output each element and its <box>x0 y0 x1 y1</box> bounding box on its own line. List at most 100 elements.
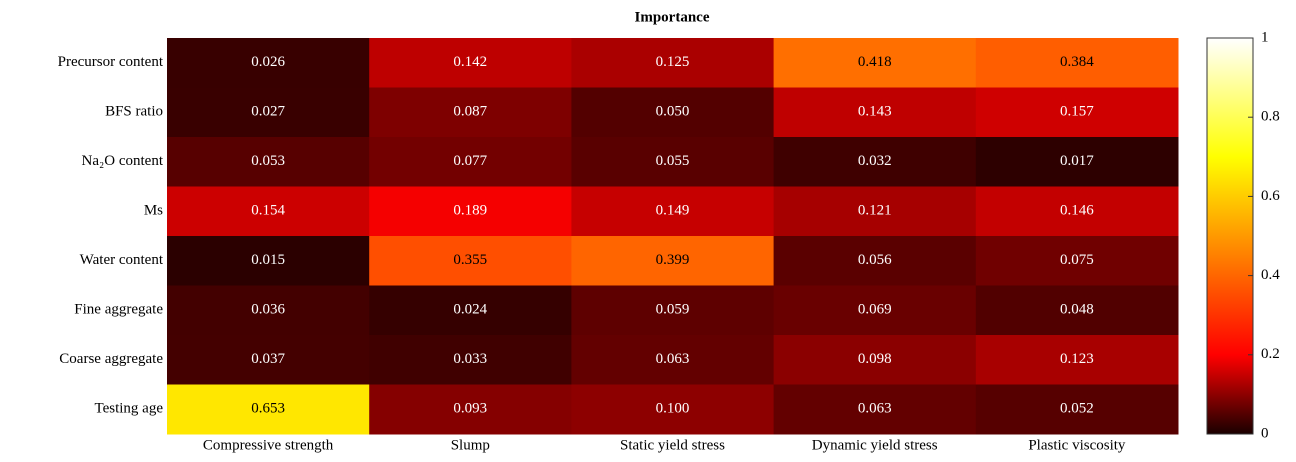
y-tick-label: Testing age <box>94 401 163 417</box>
y-tick-label: Precursor content <box>58 54 164 70</box>
heatmap-cell <box>167 186 370 237</box>
cell-label: 0.077 <box>453 153 487 169</box>
y-tick-label: Na₂O content <box>82 153 164 169</box>
cell-label: 0.154 <box>251 203 285 219</box>
cell-label: 0.053 <box>251 153 285 169</box>
cell-label: 0.098 <box>858 351 892 367</box>
heatmap-cell <box>369 87 572 138</box>
colorbar-tick-label: 0.4 <box>1261 267 1280 283</box>
cell-label: 0.087 <box>453 104 487 120</box>
cell-label: 0.146 <box>1060 203 1094 219</box>
x-tick-label: Static yield stress <box>620 437 725 453</box>
heatmap-cell <box>571 285 775 336</box>
cell-label: 0.032 <box>858 153 892 169</box>
y-tick-label: BFS ratio <box>105 104 163 120</box>
x-tick-label: Slump <box>451 437 490 453</box>
cell-label: 0.017 <box>1060 153 1094 169</box>
heatmap-cell <box>773 186 977 237</box>
heatmap-cell <box>571 335 775 385</box>
heatmap-cell <box>167 335 370 385</box>
heatmap-cell <box>975 87 1179 138</box>
cell-label: 0.075 <box>1060 252 1094 268</box>
heatmap-cell <box>773 87 977 138</box>
heatmap-cell <box>975 236 1179 286</box>
colorbar-tick-label: 1 <box>1261 29 1269 45</box>
cell-label: 0.027 <box>251 104 285 120</box>
heatmap-cell <box>773 137 977 187</box>
heatmap-cell <box>975 285 1179 336</box>
cell-label: 0.048 <box>1060 302 1094 318</box>
heatmap-cell <box>773 38 977 88</box>
colorbar-tick-label: 0.8 <box>1261 109 1280 125</box>
heatmap-cell <box>773 236 977 286</box>
cell-label: 0.055 <box>656 153 690 169</box>
cell-label: 0.384 <box>1060 54 1094 70</box>
heatmap-cell <box>369 236 572 286</box>
cell-label: 0.418 <box>858 54 892 70</box>
cell-label: 0.355 <box>453 252 487 268</box>
cell-label: 0.063 <box>858 401 892 417</box>
heatmap-cell <box>773 285 977 336</box>
heatmap-cell <box>167 236 370 286</box>
cell-label: 0.059 <box>656 302 690 318</box>
cell-label: 0.125 <box>656 54 690 70</box>
cell-label: 0.123 <box>1060 351 1094 367</box>
x-tick-label: Dynamic yield stress <box>812 437 938 453</box>
cell-label: 0.143 <box>858 104 892 120</box>
cell-label: 0.063 <box>656 351 690 367</box>
heatmap-cell <box>975 38 1179 88</box>
cell-label: 0.093 <box>453 401 487 417</box>
cell-label: 0.050 <box>656 104 690 120</box>
y-tick-label: Water content <box>80 252 164 268</box>
heatmap-cell <box>975 186 1179 237</box>
heatmap-cell <box>975 137 1179 187</box>
cell-label: 0.069 <box>858 302 892 318</box>
heatmap-cell <box>773 335 977 385</box>
cell-label: 0.399 <box>656 252 690 268</box>
heatmap-cell <box>571 87 775 138</box>
heatmap-cell <box>369 186 572 237</box>
cell-label: 0.149 <box>656 203 690 219</box>
chart-title: Importance <box>635 9 710 25</box>
y-tick-label: Fine aggregate <box>74 302 163 318</box>
cell-label: 0.157 <box>1060 104 1094 120</box>
cell-label: 0.189 <box>453 203 487 219</box>
cell-label: 0.033 <box>453 351 487 367</box>
x-tick-label: Compressive strength <box>203 437 334 453</box>
heatmap-cell <box>369 384 572 435</box>
cell-label: 0.026 <box>251 54 285 70</box>
heatmap-cell <box>571 236 775 286</box>
heatmap-cell <box>369 38 572 88</box>
cell-label: 0.653 <box>251 401 285 417</box>
heatmap-cell <box>773 384 977 435</box>
y-tick-label: Ms <box>144 203 163 219</box>
cell-label: 0.100 <box>656 401 690 417</box>
heatmap-cell <box>571 186 775 237</box>
cell-label: 0.121 <box>858 203 892 219</box>
heatmap-cell <box>369 335 572 385</box>
heatmap-cell <box>975 335 1179 385</box>
colorbar-tick-label: 0 <box>1261 425 1269 441</box>
heatmap-cell <box>167 137 370 187</box>
heatmap-cell <box>167 384 370 435</box>
colorbar <box>1206 37 1254 435</box>
heatmap-cell <box>571 38 775 88</box>
cell-label: 0.142 <box>453 54 487 70</box>
cell-label: 0.015 <box>251 252 285 268</box>
cell-label: 0.056 <box>858 252 892 268</box>
heatmap-cell <box>167 87 370 138</box>
colorbar-tick-label: 0.6 <box>1261 188 1280 204</box>
x-tick-label: Plastic viscosity <box>1028 437 1126 453</box>
heatmap-cell <box>167 38 370 88</box>
heatmap-cell <box>369 285 572 336</box>
heatmap-cell <box>571 384 775 435</box>
heatmap-cell <box>167 285 370 336</box>
heatmap-cell <box>571 137 775 187</box>
heatmap-cell <box>975 384 1179 435</box>
cell-label: 0.037 <box>251 351 285 367</box>
cell-label: 0.024 <box>453 302 487 318</box>
cell-label: 0.036 <box>251 302 285 318</box>
cell-label: 0.052 <box>1060 401 1094 417</box>
heatmap-cell <box>369 137 572 187</box>
